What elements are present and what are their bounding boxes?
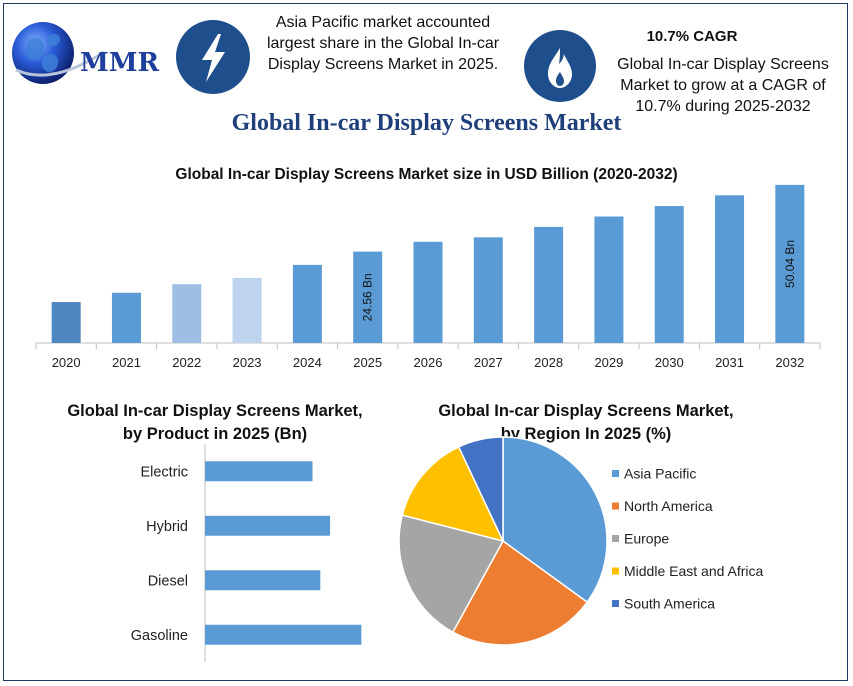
pie-slice-south-america: [457, 436, 504, 542]
product-chart-title: Global In-car Display Screens Market, by…: [40, 400, 390, 446]
x-tick-label: 2026: [414, 355, 443, 370]
bar-2022: [172, 284, 202, 343]
bar-2028: [534, 226, 564, 343]
bar-2020: [51, 302, 81, 343]
product-label: Electric: [140, 464, 188, 480]
legend-swatch: [612, 567, 619, 575]
product-bar-hybrid: [205, 515, 331, 536]
pie-slice-north-america: [451, 539, 589, 646]
x-tick-label: 2032: [775, 355, 804, 370]
region-chart-title: Global In-car Display Screens Market, by…: [400, 400, 772, 446]
legend-swatch: [612, 470, 619, 477]
x-tick-label: 2031: [715, 355, 744, 370]
legend-label: South America: [624, 596, 715, 612]
bar-chart-title: Global In-car Display Screens Market siz…: [175, 166, 678, 183]
x-tick-label: 2024: [293, 355, 322, 370]
product-label: Hybrid: [146, 519, 188, 535]
bar-2023: [232, 277, 262, 343]
x-tick-label: 2021: [112, 355, 141, 370]
bar-2024: [292, 264, 322, 343]
product-bar-gasoline: [205, 624, 362, 645]
info-right-line: Global In-car Display Screens: [617, 56, 829, 73]
legend-label: Europe: [624, 531, 669, 547]
lightning-bolt-icon: [202, 34, 225, 82]
bar-value-label: 50.04 Bn: [783, 240, 797, 288]
info-left-line: Asia Pacific market accounted: [275, 14, 491, 31]
x-tick-label: 2020: [52, 355, 81, 370]
mmr-logo: MMR: [12, 22, 162, 84]
logo-text: MMR: [80, 48, 160, 78]
info-left-line: largest share in the Global In-car: [266, 35, 500, 52]
x-tick-label: 2023: [233, 355, 262, 370]
bar-2027: [473, 237, 503, 343]
legend-swatch: [612, 600, 619, 607]
pie-slice-asia-pacific: [502, 436, 608, 604]
x-tick-label: 2025: [353, 355, 382, 370]
legend-swatch: [612, 535, 619, 542]
bar-2026: [413, 241, 443, 343]
product-chart-title-line: by Product in 2025 (Bn): [122, 425, 308, 443]
pie-slice-middle-east-and-africa: [401, 445, 505, 543]
logo-swoosh: [15, 50, 105, 77]
main-title: Global In-car Display Screens Market: [231, 110, 622, 136]
x-tick-label: 2022: [172, 355, 201, 370]
bar-2032: [775, 184, 805, 343]
flame-icon: [548, 48, 572, 88]
product-chart-title-line: Global In-car Display Screens Market,: [67, 402, 363, 420]
pie-slice-europe: [398, 514, 505, 634]
bar-2030: [654, 206, 684, 343]
bar-2029: [594, 216, 624, 343]
legend-label: Middle East and Africa: [624, 563, 764, 579]
bar-2031: [715, 195, 745, 343]
info-left-text: Asia Pacific market accounted largest sh…: [250, 12, 516, 75]
product-bar-electric: [205, 461, 313, 482]
legend-swatch: [612, 502, 619, 510]
lightning-bolt-badge: [176, 20, 250, 94]
region-chart-title-line: by Region In 2025 (%): [500, 425, 672, 443]
bar-2025: [353, 251, 383, 343]
legend-label: North America: [624, 498, 713, 514]
cagr-title: 10.7% CAGR: [646, 28, 738, 45]
info-left-line: Display Screens Market in 2025.: [267, 56, 499, 73]
info-right-line: 10.7% during 2025-2032: [635, 98, 811, 115]
x-tick-label: 2028: [534, 355, 563, 370]
product-bar-diesel: [205, 570, 321, 591]
x-tick-label: 2027: [474, 355, 503, 370]
flame-badge: [524, 30, 596, 102]
info-right-line: Market to grow at a CAGR of: [620, 77, 826, 94]
legend-label: Asia Pacific: [624, 466, 696, 482]
info-right-text: Global In-car Display Screens Market to …: [605, 54, 841, 117]
bar-value-label: 24.56 Bn: [361, 273, 375, 321]
x-tick-label: 2030: [655, 355, 684, 370]
region-chart-title-line: Global In-car Display Screens Market,: [438, 402, 734, 420]
x-tick-label: 2029: [594, 355, 623, 370]
product-label: Gasoline: [131, 628, 188, 644]
bar-2021: [111, 292, 141, 343]
product-label: Diesel: [148, 573, 188, 589]
